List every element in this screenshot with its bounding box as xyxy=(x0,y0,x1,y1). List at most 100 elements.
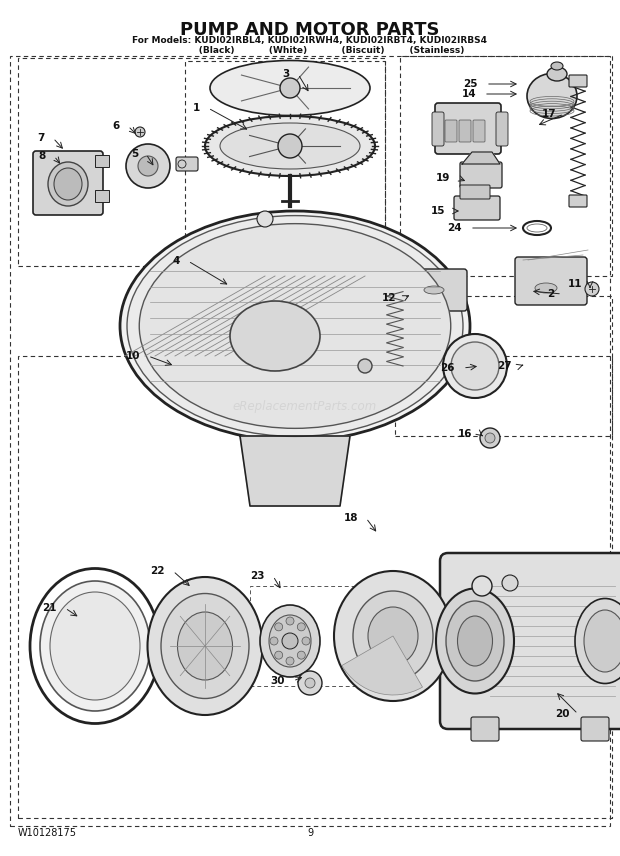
Ellipse shape xyxy=(547,67,567,81)
Circle shape xyxy=(443,334,507,398)
FancyBboxPatch shape xyxy=(460,185,490,199)
Circle shape xyxy=(302,637,310,645)
FancyBboxPatch shape xyxy=(454,196,500,220)
Circle shape xyxy=(286,657,294,665)
Text: 16: 16 xyxy=(458,429,472,439)
Circle shape xyxy=(298,671,322,695)
FancyBboxPatch shape xyxy=(401,269,467,311)
Ellipse shape xyxy=(210,61,370,116)
FancyBboxPatch shape xyxy=(459,120,471,142)
Text: 10: 10 xyxy=(125,351,140,361)
Circle shape xyxy=(270,637,278,645)
FancyBboxPatch shape xyxy=(95,155,109,167)
Circle shape xyxy=(135,127,145,137)
FancyBboxPatch shape xyxy=(515,257,587,305)
Ellipse shape xyxy=(584,610,620,672)
Ellipse shape xyxy=(54,168,82,200)
Ellipse shape xyxy=(260,605,320,677)
Wedge shape xyxy=(342,636,422,695)
Ellipse shape xyxy=(120,211,470,441)
Circle shape xyxy=(257,211,273,227)
FancyBboxPatch shape xyxy=(95,190,109,202)
Text: 6: 6 xyxy=(113,121,120,131)
Circle shape xyxy=(275,651,283,659)
Circle shape xyxy=(275,623,283,631)
Text: 5: 5 xyxy=(131,149,138,159)
Text: 18: 18 xyxy=(343,513,358,523)
Bar xyxy=(250,586,375,686)
Text: 21: 21 xyxy=(43,603,57,613)
Ellipse shape xyxy=(161,593,249,698)
Ellipse shape xyxy=(50,592,140,700)
Ellipse shape xyxy=(140,223,451,428)
Text: 19: 19 xyxy=(436,173,450,183)
Ellipse shape xyxy=(48,162,88,206)
FancyBboxPatch shape xyxy=(569,75,587,87)
Text: 20: 20 xyxy=(556,709,570,719)
Text: 9: 9 xyxy=(307,828,313,838)
Circle shape xyxy=(305,678,315,688)
FancyBboxPatch shape xyxy=(581,717,609,741)
Ellipse shape xyxy=(230,301,320,371)
Circle shape xyxy=(138,156,158,176)
Text: PUMP AND MOTOR PARTS: PUMP AND MOTOR PARTS xyxy=(180,21,440,39)
Bar xyxy=(10,56,610,826)
Circle shape xyxy=(480,428,500,448)
Polygon shape xyxy=(240,436,350,506)
Ellipse shape xyxy=(446,601,504,681)
Text: 4: 4 xyxy=(172,256,180,266)
Text: 22: 22 xyxy=(151,566,165,576)
Text: 23: 23 xyxy=(250,571,265,581)
Text: 27: 27 xyxy=(497,361,512,371)
Bar xyxy=(185,61,385,236)
FancyBboxPatch shape xyxy=(176,157,198,171)
Text: 8: 8 xyxy=(38,151,46,161)
Text: 24: 24 xyxy=(448,223,462,233)
Text: 2: 2 xyxy=(547,289,554,299)
Ellipse shape xyxy=(353,591,433,681)
Text: eReplacementParts.com: eReplacementParts.com xyxy=(233,400,377,413)
Ellipse shape xyxy=(177,612,232,680)
FancyBboxPatch shape xyxy=(432,112,444,146)
FancyBboxPatch shape xyxy=(435,103,501,154)
Text: 14: 14 xyxy=(461,89,476,99)
FancyBboxPatch shape xyxy=(569,195,587,207)
Ellipse shape xyxy=(269,615,311,667)
Ellipse shape xyxy=(551,62,563,70)
FancyBboxPatch shape xyxy=(445,120,457,142)
Ellipse shape xyxy=(575,598,620,683)
Circle shape xyxy=(358,359,372,373)
Text: W10128175: W10128175 xyxy=(18,828,77,838)
Text: 1: 1 xyxy=(193,103,200,113)
Text: 26: 26 xyxy=(440,363,455,373)
Circle shape xyxy=(585,282,599,296)
FancyBboxPatch shape xyxy=(471,717,499,741)
Circle shape xyxy=(286,617,294,625)
Ellipse shape xyxy=(334,571,452,701)
Bar xyxy=(400,56,612,276)
Polygon shape xyxy=(462,152,500,164)
Circle shape xyxy=(472,576,492,596)
Bar xyxy=(18,356,612,818)
Circle shape xyxy=(280,78,300,98)
Text: (Black)           (White)           (Biscuit)        (Stainless): (Black) (White) (Biscuit) (Stainless) xyxy=(156,46,464,55)
Text: 25: 25 xyxy=(464,79,478,89)
Ellipse shape xyxy=(436,589,514,693)
Ellipse shape xyxy=(535,283,557,293)
Circle shape xyxy=(126,144,170,188)
Ellipse shape xyxy=(368,607,418,665)
Circle shape xyxy=(298,623,305,631)
Bar xyxy=(18,58,385,266)
FancyBboxPatch shape xyxy=(33,151,103,215)
Circle shape xyxy=(485,433,495,443)
Text: 3: 3 xyxy=(283,69,290,79)
Bar xyxy=(395,296,612,436)
FancyBboxPatch shape xyxy=(440,553,620,729)
Ellipse shape xyxy=(527,74,577,118)
Ellipse shape xyxy=(424,286,444,294)
Circle shape xyxy=(502,575,518,591)
Ellipse shape xyxy=(40,581,150,711)
Ellipse shape xyxy=(458,616,492,666)
Circle shape xyxy=(298,651,305,659)
Ellipse shape xyxy=(220,123,360,169)
